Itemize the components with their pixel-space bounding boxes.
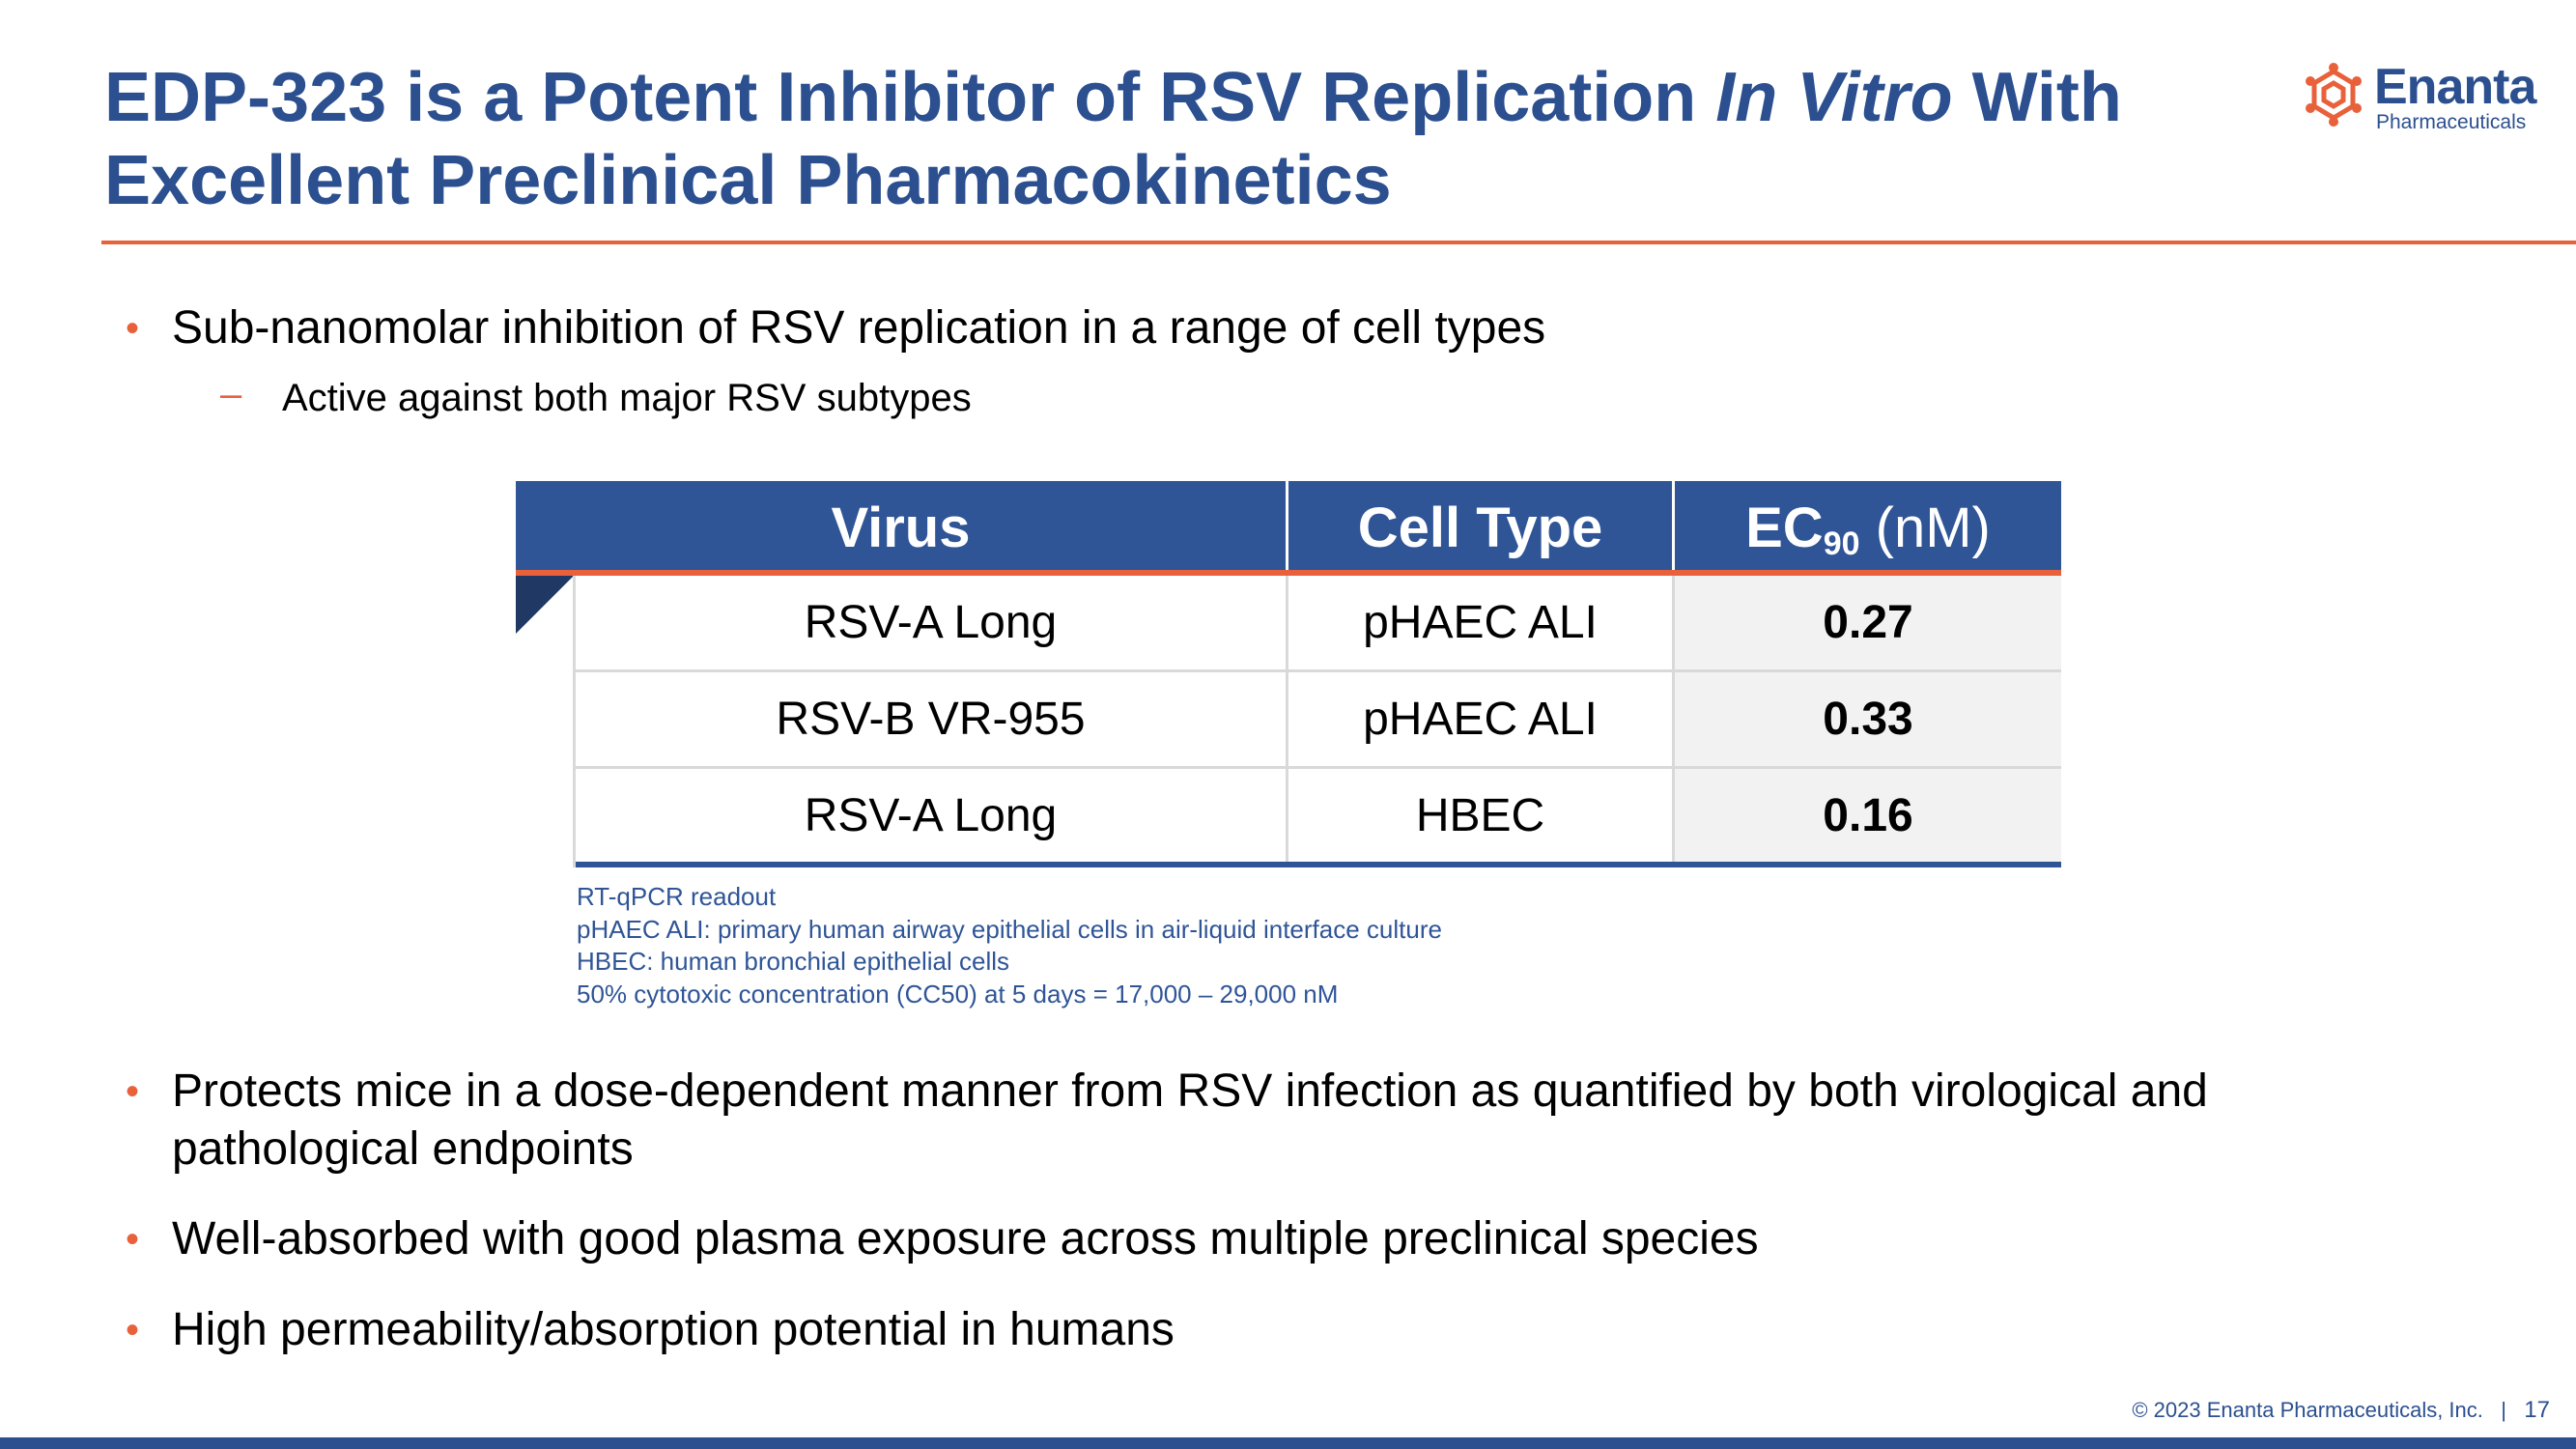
logo-wordmark: Enanta <box>2374 59 2536 115</box>
enanta-molecule-icon <box>2306 63 2362 127</box>
cell-divider <box>1672 769 1675 866</box>
cell-divider <box>1672 576 1675 672</box>
cell-virus: RSV-B VR-955 <box>776 694 1086 745</box>
table-header: Virus Cell Type EC90 (nM) <box>516 481 2061 575</box>
bottom-bar <box>0 1437 2576 1449</box>
cell-divider <box>1286 769 1288 866</box>
footnote: 50% cytotoxic concentration (CC50) at 5 … <box>577 979 1339 1009</box>
bullet-dot-icon: • <box>126 1309 140 1351</box>
table-row: RSV-A Long HBEC 0.16 <box>576 769 2061 866</box>
bullet-dot-icon: • <box>126 1070 140 1113</box>
table-left-border <box>573 576 576 867</box>
table-corner-accent <box>516 576 574 634</box>
footnote: RT-qPCR readout <box>577 882 777 911</box>
cell-ec90: 0.16 <box>1675 769 2061 863</box>
dash-icon: – <box>220 373 242 415</box>
slide-title: EDP-323 is a Potent Inhibitor of RSV Rep… <box>104 59 2122 219</box>
table-footnotes: RT-qPCR readout pHAEC ALI: primary human… <box>577 881 1442 1010</box>
title-divider <box>101 241 2576 244</box>
cell-type: HBEC <box>1415 790 1545 841</box>
footnote: HBEC: human bronchial epithelial cells <box>577 947 1010 976</box>
bullet-dot-icon: • <box>126 1218 140 1261</box>
header-cell-type: Cell Type <box>1357 497 1603 559</box>
page-number: 17 <box>2524 1397 2550 1423</box>
header-divider <box>1286 481 1288 575</box>
enanta-logo: Enanta Pharmaceuticals <box>2299 58 2550 135</box>
logo-subtitle: Pharmaceuticals <box>2376 111 2527 133</box>
cell-ec90: 0.27 <box>1675 576 2061 669</box>
cell-virus: RSV-A Long <box>804 597 1058 648</box>
cell-divider <box>1672 672 1675 769</box>
table-row: RSV-B VR-955 pHAEC ALI 0.33 <box>576 672 2061 769</box>
cell-ec90: 0.33 <box>1675 672 2061 766</box>
footer-separator: | <box>2501 1398 2506 1422</box>
cell-divider <box>1286 576 1288 672</box>
copyright: © 2023 Enanta Pharmaceuticals, Inc. <box>2132 1398 2483 1422</box>
header-divider <box>1672 481 1675 575</box>
footnote: pHAEC ALI: primary human airway epitheli… <box>577 914 1442 944</box>
cell-type: pHAEC ALI <box>1363 694 1598 745</box>
cell-virus: RSV-A Long <box>804 790 1058 841</box>
cell-type: pHAEC ALI <box>1363 597 1598 648</box>
table-row: RSV-A Long pHAEC ALI 0.27 <box>576 576 2061 672</box>
header-virus: Virus <box>831 497 971 559</box>
cell-divider <box>1286 672 1288 769</box>
bullet-dot-icon: • <box>126 307 140 350</box>
header-underline <box>516 570 2061 576</box>
slide-footer: © 2023 Enanta Pharmaceuticals, Inc. | 17 <box>2106 1397 2550 1424</box>
table-bottom-border <box>576 862 2061 867</box>
header-ec90: EC90 (nM) <box>1745 497 1991 562</box>
